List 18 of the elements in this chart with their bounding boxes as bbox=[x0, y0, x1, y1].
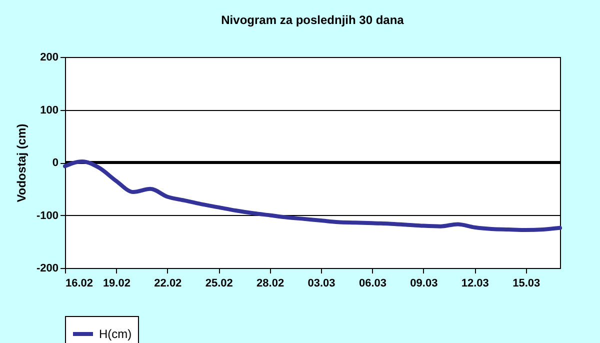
x-tick-label: 25.02 bbox=[205, 278, 233, 290]
x-tick-label: 22.02 bbox=[154, 278, 182, 290]
y-tick-label: 200 bbox=[40, 52, 58, 64]
x-tick-label: 06.03 bbox=[358, 278, 387, 290]
x-tick-label: 28.02 bbox=[256, 278, 284, 290]
y-axis-title: Vodostaj (cm) bbox=[14, 124, 28, 202]
y-tick-label: -200 bbox=[36, 262, 58, 274]
x-tick-label: 19.02 bbox=[102, 278, 130, 290]
y-tick-label: 0 bbox=[52, 157, 58, 169]
x-tick-label: 15.03 bbox=[512, 278, 540, 290]
x-tick-label: 09.03 bbox=[410, 278, 438, 290]
x-tick-label: 12.03 bbox=[461, 278, 489, 290]
y-tick-label: 100 bbox=[40, 104, 58, 116]
chart-title: Nivogram za poslednjih 30 dana bbox=[221, 13, 404, 27]
x-tick-label: 03.03 bbox=[308, 278, 336, 290]
y-tick-label: -100 bbox=[36, 210, 58, 222]
x-tick-label: 16.02 bbox=[66, 278, 94, 290]
legend-label: H(cm) bbox=[99, 327, 132, 341]
